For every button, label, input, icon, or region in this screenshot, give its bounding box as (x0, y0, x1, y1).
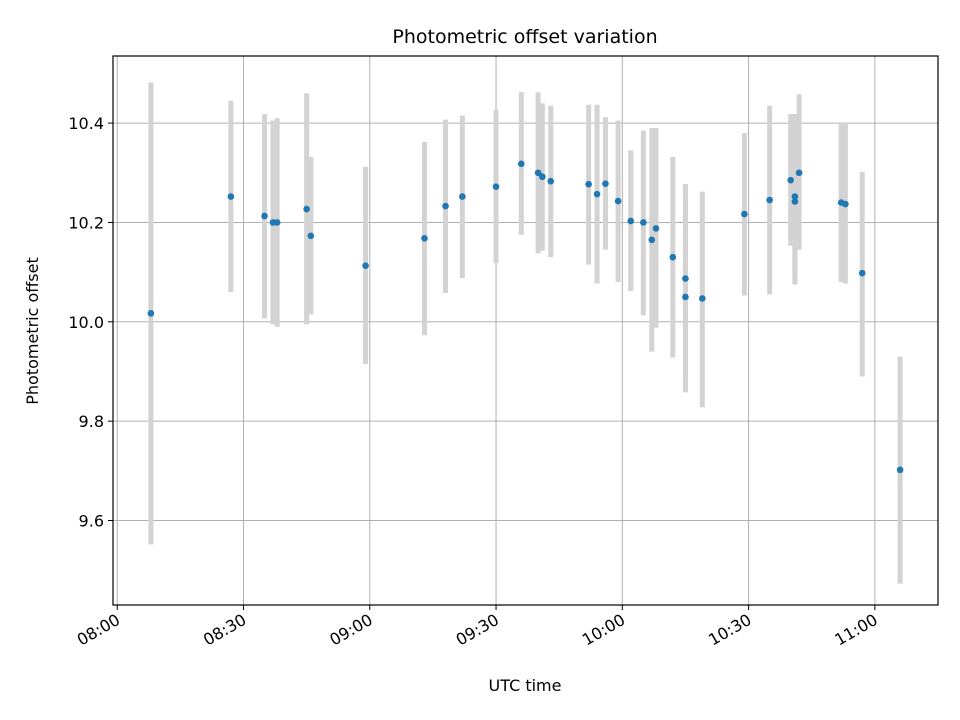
data-point (682, 275, 689, 282)
y-tick-label: 9.6 (79, 512, 104, 531)
y-tick-label: 10.4 (68, 114, 104, 133)
data-point (303, 205, 310, 213)
data-point (517, 160, 525, 168)
data-point (261, 212, 268, 220)
data-point (858, 269, 866, 277)
x-axis-label: UTC time (489, 676, 562, 695)
data-point (227, 193, 235, 200)
data-point (791, 198, 799, 205)
data-points (147, 160, 904, 474)
data-point (147, 310, 155, 317)
y-tick-label: 10.2 (68, 213, 104, 232)
data-point (593, 190, 601, 198)
data-point (698, 295, 706, 302)
data-point (842, 200, 849, 208)
data-point (534, 169, 542, 177)
data-point (421, 235, 428, 242)
data-point (787, 176, 794, 184)
data-point (614, 197, 622, 205)
data-point (273, 219, 281, 226)
grid (113, 56, 938, 605)
data-point (492, 183, 500, 190)
data-point (682, 293, 689, 301)
data-point (459, 193, 466, 200)
data-point (627, 217, 635, 225)
data-point (585, 180, 592, 188)
data-point (539, 173, 546, 181)
data-point (442, 202, 449, 210)
y-axis-ticks: 9.6 9.8 10.0 10.2 10.4 (68, 114, 113, 531)
data-point (896, 466, 904, 474)
data-point (766, 196, 773, 204)
data-point (640, 219, 647, 226)
data-point (547, 177, 555, 185)
chart-title: Photometric offset variation (392, 26, 657, 48)
y-axis-label: Photometric offset (23, 257, 42, 405)
y-tick-label: 9.8 (79, 412, 104, 431)
data-point (741, 210, 748, 218)
data-point (307, 232, 315, 240)
data-point (362, 262, 369, 269)
data-point (648, 236, 656, 244)
data-point (602, 180, 609, 187)
data-point (795, 169, 803, 177)
y-tick-label: 10.0 (68, 313, 104, 332)
data-point (652, 225, 660, 232)
plot-frame (112, 55, 939, 606)
data-point (791, 193, 799, 200)
data-point (669, 253, 677, 261)
